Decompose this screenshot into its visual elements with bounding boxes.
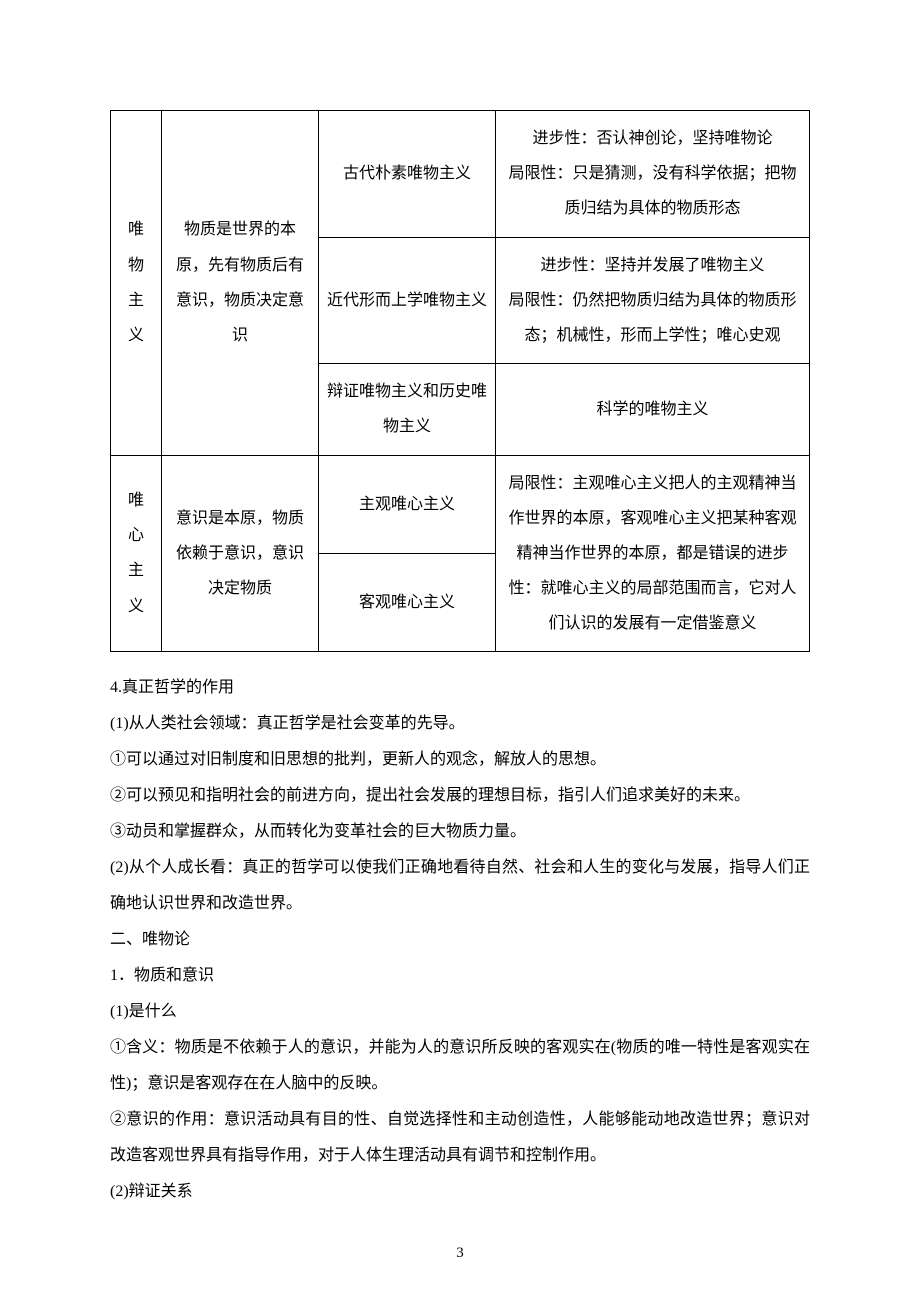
cell-dialectical-materialism: 辩证唯物主义和历史唯物主义 (319, 364, 496, 455)
para: 1．物质和意识 (110, 958, 810, 994)
cell-subjective-idealism: 主观唯心主义 (319, 455, 496, 553)
cell-idealism-desc: 局限性：主观唯心主义把人的主观精神当作世界的本原，客观唯心主义把某种客观精神当作… (496, 455, 810, 652)
body-content: 4.真正哲学的作用 (1)从人类社会领域：真正哲学是社会变革的先导。 ①可以通过… (110, 670, 810, 1210)
cell-objective-idealism: 客观唯心主义 (319, 553, 496, 651)
philosophy-table: 唯 物 主 义 物质是世界的本原，先有物质后有意识，物质决定意识 古代朴素唯物主… (110, 110, 810, 652)
para-heading-section2: 二、唯物论 (110, 922, 810, 958)
table-row: 唯 心 主 义 意识是本原，物质依赖于意识，意识决定物质 主观唯心主义 局限性：… (111, 455, 810, 553)
para: ①可以通过对旧制度和旧思想的批判，更新人的观念，解放人的思想。 (110, 742, 810, 778)
para: (2)从个人成长看：真正的哲学可以使我们正确地看待自然、社会和人生的变化与发展，… (110, 850, 810, 922)
table-row: 唯 物 主 义 物质是世界的本原，先有物质后有意识，物质决定意识 古代朴素唯物主… (111, 111, 810, 238)
cell-modern-materialism-desc: 进步性：坚持并发展了唯物主义 局限性：仍然把物质归结为具体的物质形态；机械性，形… (496, 237, 810, 364)
cell-ancient-materialism-desc: 进步性：否认神创论，坚持唯物论 局限性：只是猜测，没有科学依据；把物质归结为具体… (496, 111, 810, 238)
para: ②意识的作用：意识活动具有目的性、自觉选择性和主动创造性，人能够能动地改造世界；… (110, 1102, 810, 1174)
para: (1)从人类社会领域：真正哲学是社会变革的先导。 (110, 706, 810, 742)
cell-dialectical-materialism-desc: 科学的唯物主义 (496, 364, 810, 455)
para: ①含义：物质是不依赖于人的意识，并能为人的意识所反映的客观实在(物质的唯一特性是… (110, 1030, 810, 1102)
para: ②可以预见和指明社会的前进方向，提出社会发展的理想目标，指引人们追求美好的未来。 (110, 778, 810, 814)
cell-materialism-label: 唯 物 主 义 (111, 111, 162, 456)
cell-idealism-core: 意识是本原，物质依赖于意识，意识决定物质 (162, 455, 319, 652)
para: (1)是什么 (110, 994, 810, 1030)
para: ③动员和掌握群众，从而转化为变革社会的巨大物质力量。 (110, 814, 810, 850)
cell-ancient-materialism: 古代朴素唯物主义 (319, 111, 496, 238)
document-page: 唯 物 主 义 物质是世界的本原，先有物质后有意识，物质决定意识 古代朴素唯物主… (0, 0, 920, 1302)
cell-modern-materialism: 近代形而上学唯物主义 (319, 237, 496, 364)
para-heading-4: 4.真正哲学的作用 (110, 670, 810, 706)
cell-idealism-label: 唯 心 主 义 (111, 455, 162, 652)
para: (2)辩证关系 (110, 1174, 810, 1210)
cell-materialism-core: 物质是世界的本原，先有物质后有意识，物质决定意识 (162, 111, 319, 456)
page-number: 3 (0, 1245, 920, 1262)
